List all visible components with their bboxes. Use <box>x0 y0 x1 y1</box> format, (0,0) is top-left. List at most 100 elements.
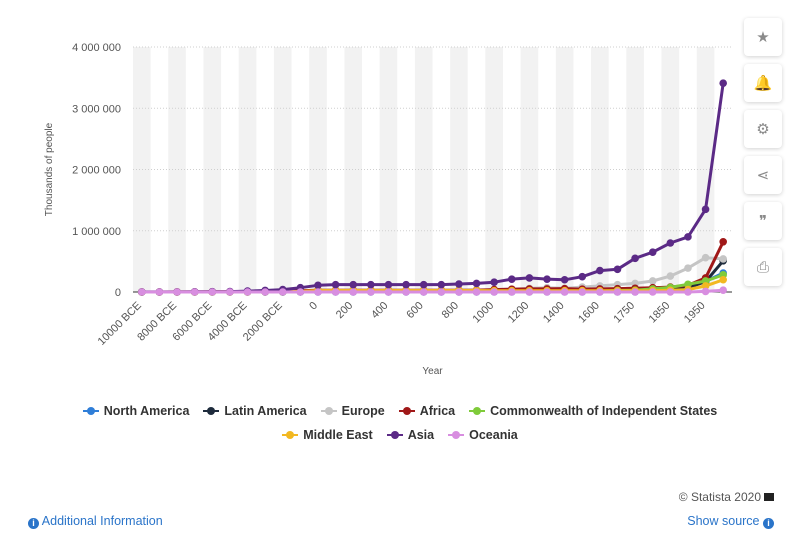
plot-band <box>203 47 222 292</box>
series-line-oceania <box>140 288 725 294</box>
flag-icon <box>764 493 774 501</box>
data-point-middle-east <box>701 282 710 290</box>
credit-text: © Statista 2020 <box>678 490 761 504</box>
data-point-asia <box>648 248 657 256</box>
legend-label: Commonwealth of Independent States <box>490 404 718 418</box>
plot-band <box>555 47 574 292</box>
data-point-oceania <box>543 288 551 296</box>
statista-credit[interactable]: © Statista 2020 <box>679 490 774 504</box>
star-icon[interactable]: ★ <box>744 18 782 56</box>
legend-label: Asia <box>407 428 435 442</box>
y-tick-label: 4 000 000 <box>72 42 121 54</box>
data-point-oceania <box>296 288 305 296</box>
x-tick-label: 1400 <box>541 300 567 326</box>
data-point-europe <box>684 264 692 272</box>
share-icon[interactable]: ⋖ <box>744 156 782 194</box>
quote-icon[interactable]: ❞ <box>744 202 782 240</box>
data-point-commonwealth-of-independent-states <box>684 280 692 289</box>
legend-item-middle-east[interactable]: Middle East <box>282 428 373 442</box>
additional-information-link[interactable]: i Additional Information <box>28 514 163 529</box>
plot-band <box>309 47 327 292</box>
data-point-oceania <box>684 288 692 296</box>
data-point-asia <box>367 280 375 289</box>
data-point-asia <box>419 280 428 289</box>
legend-marker-icon <box>82 406 99 416</box>
bell-icon[interactable]: 🔔 <box>744 64 782 102</box>
data-point-oceania <box>596 288 604 296</box>
chart-legend: North America Latin America Europe Africa Co… <box>70 404 730 452</box>
legend-label: Oceania <box>469 428 518 442</box>
data-point-asia <box>543 275 551 283</box>
show-source-link[interactable]: Show source i <box>687 514 774 529</box>
data-point-asia <box>578 272 587 281</box>
sidebar-toolbar: ★ 🔔 ⚙ ⋖ ❞ ⎙ <box>744 18 784 294</box>
y-tick-label: 2 000 000 <box>72 165 121 177</box>
data-point-oceania <box>384 288 393 296</box>
data-point-asia <box>684 233 692 241</box>
data-point-europe <box>648 277 657 285</box>
legend-item-oceania[interactable]: Oceania <box>448 428 518 442</box>
data-point-oceania <box>560 288 569 296</box>
data-point-oceania <box>402 288 410 296</box>
x-tick-label: 1600 <box>576 300 602 326</box>
data-point-asia <box>613 265 622 274</box>
x-tick-label: 1000 <box>470 300 496 326</box>
data-point-asia <box>560 275 569 284</box>
data-point-oceania <box>719 286 727 294</box>
data-point-oceania <box>208 288 217 296</box>
data-point-asia <box>437 280 446 289</box>
data-point-oceania <box>490 288 498 296</box>
legend-item-europe[interactable]: Europe <box>320 404 385 418</box>
data-point-oceania <box>578 288 587 296</box>
legend-item-asia[interactable]: Asia <box>386 428 435 442</box>
x-tick-label: 600 <box>404 300 425 321</box>
y-tick-label: 1 000 000 <box>72 226 121 238</box>
data-point-asia <box>507 275 516 283</box>
x-tick-label: 800 <box>440 300 461 321</box>
data-point-oceania <box>138 288 146 296</box>
legend-label: Africa <box>419 404 456 418</box>
x-tick-label: 400 <box>369 300 390 321</box>
legend-marker-icon <box>320 406 337 416</box>
data-point-oceania <box>419 288 428 296</box>
data-point-oceania <box>243 288 252 296</box>
legend-item-north-america[interactable]: North America <box>82 404 190 418</box>
legend-marker-icon <box>203 406 220 416</box>
data-point-europe <box>719 255 727 263</box>
legend-marker-icon <box>386 430 403 440</box>
data-point-oceania <box>155 288 164 296</box>
plot-band <box>450 47 468 292</box>
data-point-oceania <box>455 288 463 296</box>
additional-information-label: Additional Information <box>41 514 163 528</box>
plot-band <box>344 47 363 292</box>
data-point-asia <box>596 266 604 275</box>
data-point-asia <box>384 280 393 289</box>
data-point-oceania <box>349 288 358 296</box>
legend-item-latin-america[interactable]: Latin America <box>203 404 307 418</box>
x-axis-title: Year <box>422 366 443 377</box>
data-point-europe <box>666 272 675 280</box>
data-point-middle-east <box>719 275 727 284</box>
data-point-asia <box>719 79 727 87</box>
x-tick-label: 1200 <box>506 300 532 326</box>
legend-label: North America <box>103 404 190 418</box>
x-tick-label: 10000 BCE <box>96 300 144 348</box>
legend-item-commonwealth-of-independent-states[interactable]: Commonwealth of Independent States <box>469 404 717 418</box>
data-point-asia <box>314 281 322 290</box>
plot-band <box>133 47 151 292</box>
legend-item-africa[interactable]: Africa <box>398 404 456 418</box>
legend-row: North America Latin America Europe Africa Co… <box>70 404 730 418</box>
x-tick-label: 1750 <box>611 300 637 326</box>
data-point-asia <box>701 205 710 214</box>
print-icon[interactable]: ⎙ <box>744 248 782 286</box>
x-tick-label: 0 <box>307 300 320 313</box>
gear-icon[interactable]: ⚙ <box>744 110 782 148</box>
plot-band <box>485 47 503 292</box>
legend-marker-icon <box>469 406 486 416</box>
data-point-oceania <box>226 288 234 296</box>
data-point-oceania <box>278 288 287 296</box>
x-tick-label: 1850 <box>647 300 673 326</box>
data-point-europe <box>701 253 710 262</box>
legend-marker-icon <box>398 406 415 416</box>
data-point-oceania <box>190 288 199 296</box>
